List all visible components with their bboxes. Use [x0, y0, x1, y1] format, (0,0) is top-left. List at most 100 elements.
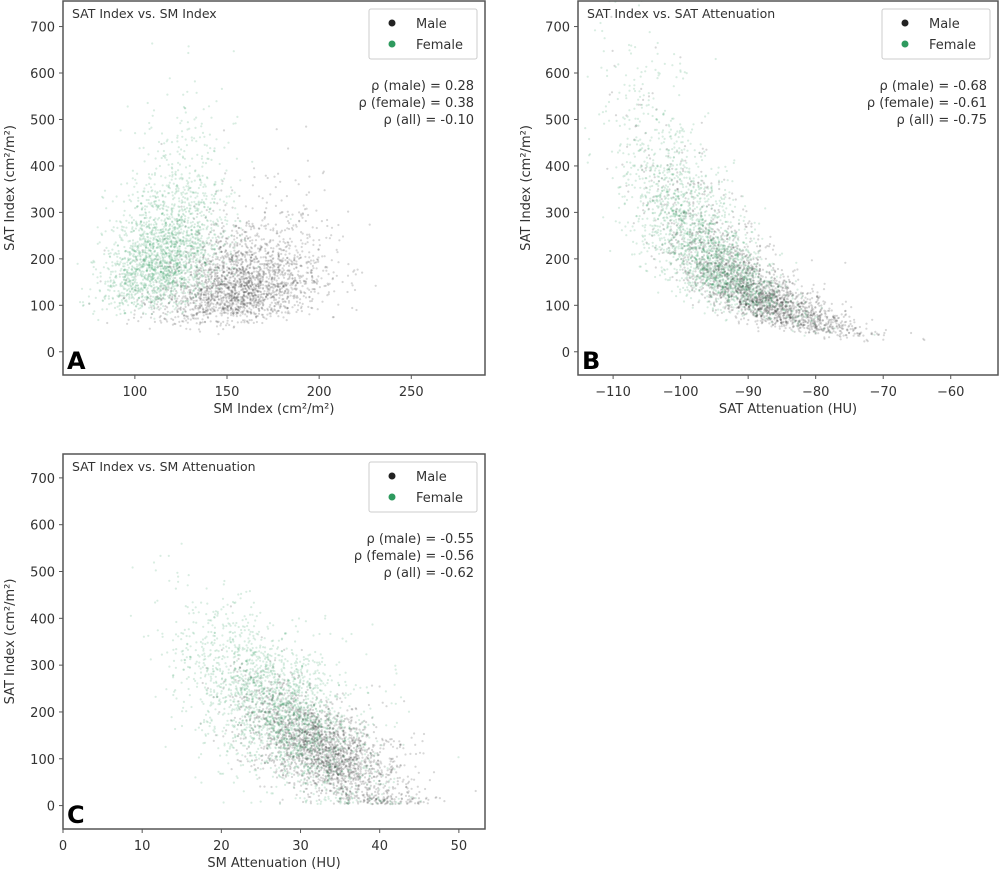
- point-male: [315, 282, 319, 285]
- point-male: [328, 237, 331, 240]
- point-male: [290, 286, 293, 289]
- point-male: [233, 288, 236, 291]
- point-male: [236, 308, 239, 311]
- point-male: [297, 257, 301, 260]
- point-female: [122, 288, 125, 291]
- point-male: [261, 287, 265, 290]
- point-male: [249, 298, 252, 301]
- point-male: [300, 245, 303, 249]
- point-male: [262, 272, 265, 275]
- point-male: [232, 224, 235, 227]
- point-male: [234, 308, 237, 312]
- point-male: [290, 271, 293, 275]
- point-male: [170, 317, 173, 320]
- point-female: [184, 254, 187, 257]
- point-female: [212, 253, 215, 256]
- point-female: [168, 283, 171, 286]
- point-male: [246, 290, 249, 293]
- point-male: [283, 229, 287, 232]
- point-female: [191, 235, 194, 239]
- point-male: [297, 275, 301, 278]
- point-male: [215, 276, 218, 279]
- point-female: [210, 247, 213, 250]
- point-male: [368, 223, 371, 226]
- point-male: [271, 270, 275, 273]
- point-female: [148, 244, 152, 247]
- y-tick-label: 200: [30, 253, 55, 268]
- point-male: [262, 293, 265, 296]
- point-male: [244, 282, 247, 285]
- point-female: [201, 131, 205, 134]
- point-male: [284, 311, 287, 314]
- point-female: [223, 146, 226, 149]
- point-female: [155, 232, 158, 235]
- point-male: [248, 272, 251, 275]
- point-male: [202, 314, 205, 317]
- point-male: [304, 219, 307, 223]
- point-female: [147, 225, 150, 228]
- point-male: [305, 261, 308, 264]
- point-male: [327, 273, 330, 276]
- point-male: [211, 286, 214, 289]
- point-male: [174, 301, 177, 304]
- point-female: [233, 273, 236, 276]
- point-male: [238, 307, 241, 310]
- point-male: [239, 305, 242, 308]
- point-male: [194, 293, 197, 296]
- point-female: [158, 216, 161, 220]
- point-male: [203, 281, 206, 284]
- point-male: [186, 301, 189, 304]
- point-male: [235, 251, 238, 254]
- point-male: [234, 286, 237, 289]
- point-male: [699, 183, 703, 186]
- point-male: [179, 288, 183, 291]
- point-male: [291, 213, 294, 216]
- point-male: [226, 237, 229, 240]
- point-male: [195, 282, 199, 285]
- point-female: [156, 229, 160, 232]
- point-male: [258, 274, 261, 277]
- point-female: [168, 287, 171, 290]
- point-male: [274, 301, 277, 305]
- point-female: [189, 207, 192, 210]
- y-tick-label: 0: [47, 346, 55, 361]
- point-male: [247, 292, 250, 295]
- point-male: [243, 277, 246, 280]
- point-male: [222, 275, 225, 278]
- point-male: [258, 250, 261, 253]
- point-male: [190, 313, 193, 316]
- point-male: [185, 315, 188, 318]
- point-male: [172, 318, 175, 321]
- point-female: [133, 185, 136, 188]
- point-male: [312, 267, 315, 270]
- point-female: [176, 134, 179, 137]
- point-female: [141, 253, 144, 256]
- point-male: [346, 274, 350, 277]
- point-female: [139, 258, 142, 261]
- point-female: [181, 209, 184, 212]
- point-female: [171, 234, 174, 238]
- point-male: [282, 316, 285, 319]
- point-male: [230, 259, 233, 262]
- point-male: [830, 302, 833, 305]
- point-female: [119, 285, 122, 288]
- point-male: [198, 310, 201, 313]
- point-female: [190, 241, 193, 244]
- point-female: [142, 146, 145, 149]
- point-male: [249, 262, 252, 265]
- point-male: [202, 286, 206, 289]
- point-male: [267, 292, 270, 295]
- point-male: [217, 287, 220, 290]
- point-male: [224, 303, 227, 306]
- point-male: [260, 268, 263, 271]
- point-male: [296, 273, 299, 276]
- point-male: [224, 285, 227, 288]
- point-female: [185, 257, 188, 260]
- point-male: [231, 254, 234, 257]
- point-male: [177, 295, 181, 298]
- point-female: [141, 265, 144, 268]
- point-male: [282, 264, 286, 267]
- point-female: [156, 246, 159, 249]
- point-male: [273, 270, 277, 274]
- point-male: [155, 303, 159, 306]
